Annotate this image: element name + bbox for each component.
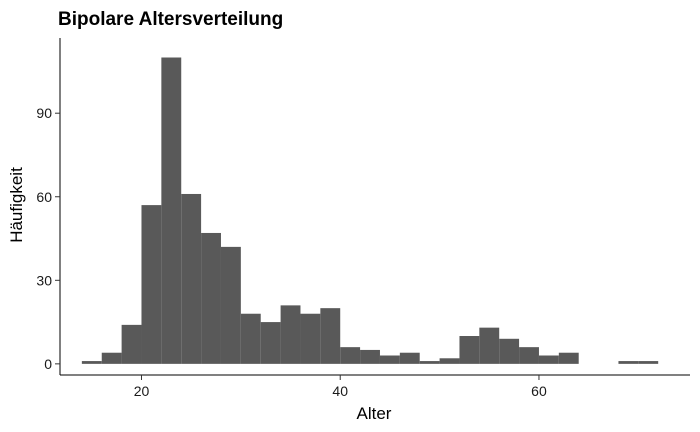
histogram-bar: [360, 349, 380, 364]
histogram-bar: [101, 352, 122, 364]
histogram-bar: [320, 308, 341, 364]
histogram-bar: [459, 336, 480, 364]
histogram-bar: [399, 352, 420, 364]
histogram-bar: [300, 313, 321, 364]
x-tick-label: 40: [332, 383, 348, 399]
y-axis-title: Häufigkeit: [7, 167, 26, 243]
histogram-bar: [618, 361, 639, 364]
y-tick-label: 60: [36, 189, 52, 205]
histogram-bar: [121, 324, 142, 364]
histogram-bar: [280, 305, 301, 364]
x-tick-label: 60: [531, 383, 547, 399]
bars-group: [81, 57, 659, 364]
histogram-bar: [538, 355, 559, 364]
histogram-bar: [499, 338, 520, 364]
histogram-bar: [240, 313, 261, 364]
y-tick-label: 90: [36, 105, 52, 121]
y-ticks-group: 0 30 60 90: [36, 105, 60, 372]
chart-title: Bipolare Altersverteilung: [58, 9, 283, 30]
histogram-bar: [81, 361, 102, 364]
x-tick-label: 20: [134, 383, 150, 399]
y-tick-label: 30: [36, 272, 52, 288]
histogram-bar: [141, 205, 162, 364]
x-ticks-group: 20 40 60: [134, 375, 547, 399]
histogram-bar: [161, 57, 182, 364]
histogram-bar: [260, 322, 281, 364]
histogram-bar: [201, 232, 221, 364]
histogram-bar: [340, 347, 361, 364]
histogram-bar: [419, 361, 440, 364]
histogram-bar: [439, 358, 460, 364]
histogram-bar: [519, 347, 539, 364]
y-tick-label: 0: [44, 356, 52, 372]
histogram-bar: [181, 193, 202, 364]
histogram-bar: [220, 246, 241, 364]
histogram-bar: [638, 361, 659, 364]
histogram-bar: [558, 352, 579, 364]
x-axis-title: Alter: [357, 404, 392, 423]
histogram-bar: [479, 327, 500, 364]
histogram-bar: [379, 355, 400, 364]
